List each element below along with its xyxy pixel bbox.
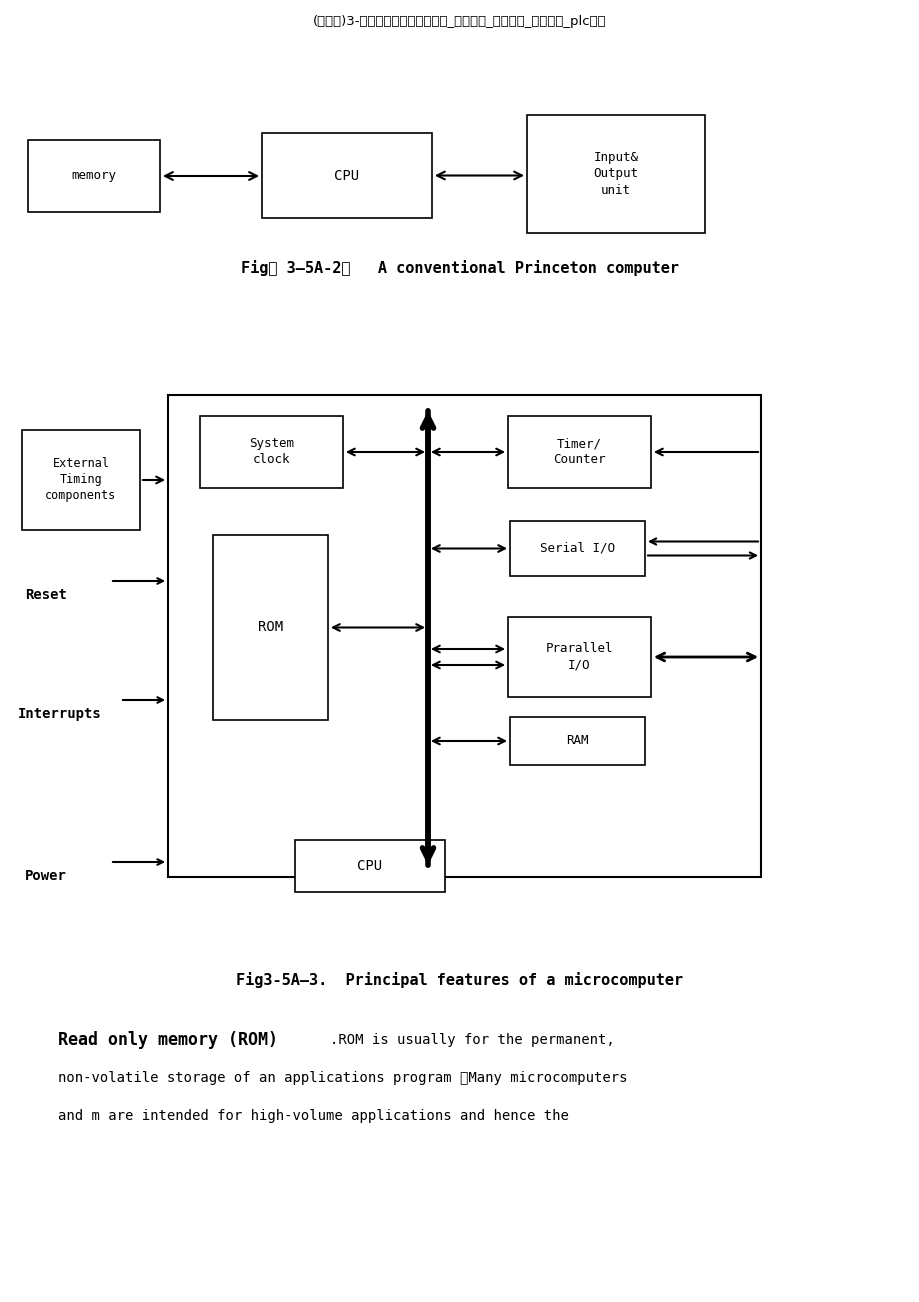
Text: Output: Output	[593, 168, 638, 181]
Bar	[199, 417, 343, 488]
Bar	[295, 840, 445, 892]
Bar	[509, 717, 644, 766]
Text: and m are intended for high-volume applications and hence the: and m are intended for high-volume appli…	[58, 1109, 568, 1124]
Text: ROM: ROM	[257, 621, 283, 634]
Text: unit: unit	[600, 185, 630, 198]
Text: memory: memory	[72, 169, 117, 182]
Text: Power: Power	[25, 868, 67, 883]
Bar	[168, 395, 760, 878]
Text: .ROM is usually for the permanent,: .ROM is usually for the permanent,	[330, 1032, 614, 1047]
Text: components: components	[45, 490, 117, 503]
Bar	[262, 133, 432, 217]
Text: RAM: RAM	[565, 734, 588, 747]
Text: Input&: Input&	[593, 151, 638, 164]
Text: Reset: Reset	[25, 589, 67, 602]
Text: Timing: Timing	[60, 474, 102, 487]
Bar	[22, 430, 140, 530]
Text: Fig3-5A—3.  Principal features of a microcomputer: Fig3-5A—3. Principal features of a micro…	[236, 973, 683, 988]
Text: Prarallel: Prarallel	[545, 642, 613, 655]
Bar	[509, 521, 644, 575]
Text: Serial I/O: Serial I/O	[539, 542, 614, 555]
Bar	[527, 115, 704, 233]
Text: Timer/: Timer/	[556, 437, 601, 450]
Text: External: External	[52, 457, 109, 470]
Bar	[213, 535, 328, 720]
Text: Read only memory (ROM): Read only memory (ROM)	[58, 1031, 278, 1049]
Text: CPU: CPU	[357, 859, 382, 874]
Text: www.zixin.com.cn: www.zixin.com.cn	[267, 590, 453, 611]
Text: (完整版)3-电气工程及其自动化专业_外文文献_英文文献_外文翻译_plc方面: (完整版)3-电气工程及其自动化专业_外文文献_英文文献_外文翻译_plc方面	[312, 16, 607, 29]
Text: Counter: Counter	[552, 453, 605, 466]
Text: System: System	[249, 437, 294, 450]
Text: I/O: I/O	[568, 659, 590, 672]
Text: Fig。 3—5A-2。   A conventional Princeton computer: Fig。 3—5A-2。 A conventional Princeton co…	[241, 260, 678, 276]
Bar	[28, 141, 160, 212]
Text: non-volatile storage of an applications program 。Many microcomputers: non-volatile storage of an applications …	[58, 1072, 627, 1085]
Text: CPU: CPU	[335, 168, 359, 182]
Bar	[507, 617, 651, 697]
Bar	[507, 417, 651, 488]
Text: clock: clock	[253, 453, 289, 466]
Text: Interrupts: Interrupts	[18, 707, 102, 721]
